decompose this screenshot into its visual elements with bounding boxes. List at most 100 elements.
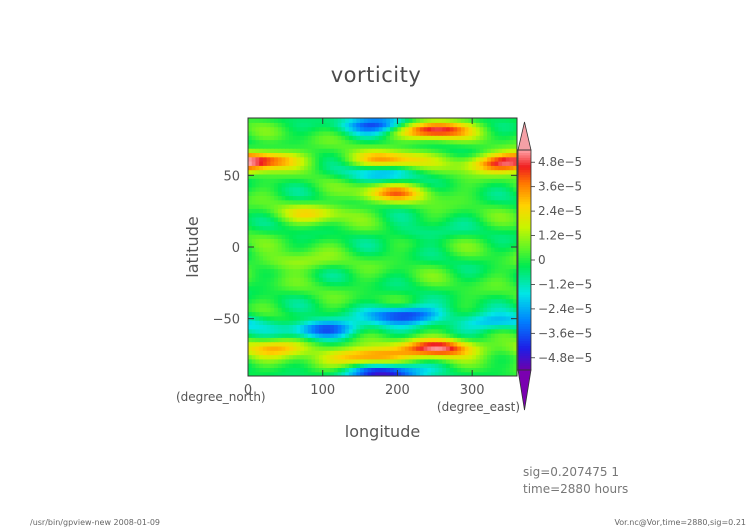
heatmap-cell: [277, 225, 283, 231]
heatmap-cell: [285, 259, 290, 265]
heatmap-cell: [289, 247, 294, 252]
heatmap-cell: [277, 247, 283, 252]
colorbar-segment: [518, 343, 531, 347]
heatmap-cell: [326, 290, 331, 295]
heatmap-cell: [300, 333, 305, 338]
heatmap-cell: [427, 156, 432, 162]
heatmap-cell: [281, 320, 286, 325]
heatmap-cell: [352, 216, 357, 222]
heatmap-cell: [352, 225, 357, 231]
heatmap-cell: [453, 371, 458, 376]
heatmap-cell: [509, 242, 514, 248]
heatmap-cell: [401, 178, 406, 184]
heatmap-cell: [442, 285, 447, 291]
heatmap-cell: [307, 135, 313, 141]
heatmap-cell: [513, 298, 517, 304]
heatmap-cell: [431, 337, 436, 343]
heatmap-cell: [412, 328, 417, 334]
heatmap-cell: [292, 126, 298, 132]
heatmap-cell: [341, 371, 346, 376]
heatmap-cell: [333, 255, 339, 261]
colorbar-segment: [518, 191, 531, 195]
heatmap-cell: [311, 152, 316, 158]
heatmap-cell: [300, 199, 305, 205]
y-axis-title: latitude: [183, 216, 202, 277]
heatmap-cell: [289, 178, 294, 184]
heatmap-cell: [360, 354, 365, 360]
heatmap-cell: [431, 315, 436, 321]
heatmap-cell: [408, 234, 413, 239]
heatmap-cell: [345, 333, 350, 338]
heatmap-cell: [401, 208, 406, 214]
heatmap-cell: [259, 345, 264, 351]
heatmap-cell: [472, 169, 477, 175]
heatmap-cell: [449, 320, 455, 325]
heatmap-cell: [408, 199, 413, 205]
heatmap-cell: [270, 216, 275, 222]
heatmap-cell: [289, 255, 294, 261]
heatmap-cell: [330, 191, 335, 196]
heatmap-cell: [274, 350, 279, 356]
heatmap-cell: [502, 178, 507, 184]
heatmap-cell: [397, 290, 402, 295]
heatmap-cell: [375, 186, 380, 192]
heatmap-cell: [479, 165, 484, 171]
heatmap-cell: [453, 130, 458, 136]
heatmap-cell: [431, 182, 436, 188]
heatmap-cell: [352, 281, 357, 287]
heatmap-cell: [352, 143, 357, 149]
heatmap-cell: [438, 354, 443, 360]
heatmap-cell: [397, 328, 402, 334]
heatmap-cell: [363, 354, 369, 360]
heatmap-cell: [498, 307, 503, 313]
heatmap-cell: [333, 320, 339, 325]
heatmap-cell: [431, 264, 436, 270]
heatmap-cell: [266, 143, 272, 149]
heatmap-cell: [389, 165, 395, 171]
heatmap-cell: [259, 130, 264, 136]
heatmap-cell: [427, 216, 432, 222]
heatmap-cell: [460, 333, 466, 338]
heatmap-cell: [285, 255, 290, 261]
heatmap-cell: [281, 341, 286, 347]
heatmap-cell: [341, 333, 346, 338]
heatmap-cell: [266, 307, 272, 313]
heatmap-cell: [266, 242, 272, 248]
heatmap-cell: [304, 186, 309, 192]
heatmap-cell: [382, 229, 387, 235]
heatmap-cell: [416, 251, 421, 257]
heatmap-cell: [468, 118, 473, 123]
heatmap-cell: [277, 208, 283, 214]
heatmap-cell: [393, 320, 399, 325]
heatmap-cell: [333, 259, 339, 265]
heatmap-cell: [266, 255, 272, 261]
colorbar-segment: [518, 323, 531, 327]
heatmap-cell: [375, 165, 380, 171]
colorbar-segment: [518, 179, 531, 183]
heatmap-cell: [251, 277, 257, 282]
heatmap-cell: [404, 169, 410, 175]
heatmap-cell: [502, 199, 507, 205]
heatmap-cell: [513, 165, 517, 171]
heatmap-cell: [322, 341, 328, 347]
heatmap-cell: [289, 216, 294, 222]
heatmap-cell: [487, 165, 492, 171]
heatmap-cell: [502, 320, 507, 325]
heatmap-cell: [389, 277, 395, 282]
heatmap-cell: [419, 268, 425, 274]
heatmap-cell: [408, 191, 413, 196]
heatmap-cell: [412, 251, 417, 257]
heatmap-cell: [292, 156, 298, 162]
heatmap-cell: [494, 259, 499, 265]
heatmap-cell: [423, 358, 428, 364]
heatmap-cell: [341, 328, 346, 334]
heatmap-cell: [449, 281, 455, 287]
heatmap-cell: [356, 225, 361, 231]
heatmap-cell: [289, 307, 294, 313]
heatmap-cell: [404, 126, 410, 132]
heatmap-cell: [498, 337, 503, 343]
heatmap-cell: [266, 268, 272, 274]
heatmap-cell: [378, 173, 384, 179]
heatmap-cell: [322, 268, 328, 274]
heatmap-cell: [513, 161, 517, 166]
